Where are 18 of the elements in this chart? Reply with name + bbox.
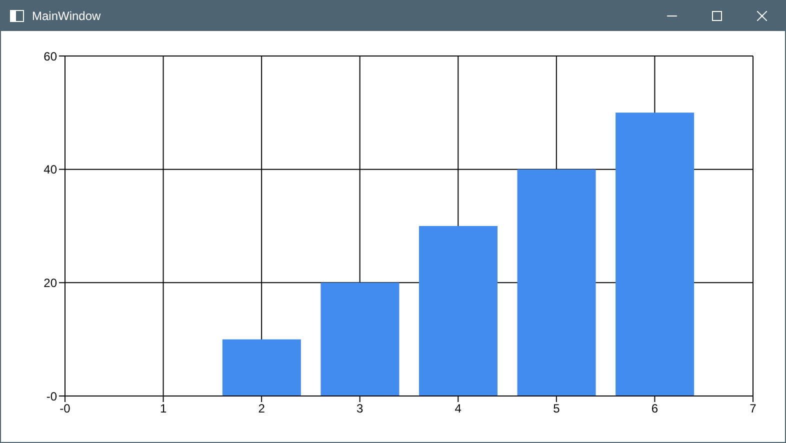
bar [517,169,596,396]
bar [222,339,301,396]
y-tick-label: 60 [44,49,58,64]
x-tick-label: 3 [356,402,364,416]
x-tick-label: 6 [651,402,658,416]
bar [419,226,498,396]
x-tick-label: 2 [258,402,266,416]
bar [616,112,694,396]
x-tick-label: -0 [60,402,71,416]
bar [320,282,400,396]
chart-title: MainWindow [32,9,101,23]
x-tick-label: 4 [454,402,462,416]
y-tick-label: 40 [44,162,58,177]
x-tick-label: 7 [750,402,757,416]
y-tick-label: -0 [46,389,58,404]
x-tick-label: 5 [553,402,560,416]
y-tick-label: 20 [44,276,58,290]
x-tick-label: 1 [160,402,167,416]
